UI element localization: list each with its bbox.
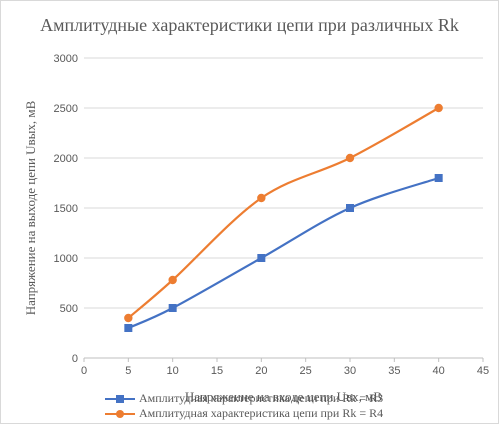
gridlines	[84, 57, 483, 309]
series-markers	[124, 103, 443, 332]
data-point-s1-20	[257, 254, 266, 262]
data-point-s1-30	[346, 204, 354, 212]
x-axis-label: Напряжение на входе цепи Uвх, мВ	[185, 389, 382, 404]
data-point-s2-5	[124, 313, 133, 323]
data-point-s1-5	[124, 324, 133, 332]
legend-item-r4: Амплитудная характеристика цепи при Rk =…	[105, 406, 383, 421]
x-tick-5: 5	[125, 365, 131, 377]
x-tick-15: 15	[211, 365, 223, 377]
y-tick-0: 0	[72, 353, 78, 365]
y-tick-1500: 1500	[54, 203, 78, 215]
data-point-s1-10	[168, 304, 177, 312]
legend-item-r3: Амплитудная характеристика цепи при Rk =…	[105, 391, 383, 406]
data-point-s2-40	[434, 103, 443, 113]
legend-label-r4: Амплитудная характеристика цепи при Rk =…	[139, 406, 384, 420]
y-tick-2000: 2000	[54, 153, 78, 165]
x-tick-25: 25	[300, 365, 312, 377]
x-tick-10: 10	[167, 365, 179, 377]
data-point-s2-30	[345, 153, 355, 163]
x-tick-20: 20	[255, 365, 267, 377]
series-lines	[127, 107, 440, 330]
legend-swatch-r4	[105, 409, 135, 419]
legend: Амплитудная характеристика цепи при Rk =…	[105, 391, 383, 421]
y-tick-labels: 0 500 1000 1500 2000 2500 3000	[54, 53, 78, 365]
x-tick-40: 40	[433, 365, 445, 377]
data-point-s2-20	[257, 193, 266, 203]
x-tick-35: 35	[388, 365, 400, 377]
y-tick-2500: 2500	[54, 103, 78, 115]
x-tick-45: 45	[477, 365, 489, 377]
y-tick-3000: 3000	[54, 53, 78, 65]
axes	[83, 357, 484, 362]
x-tick-0: 0	[81, 365, 87, 377]
legend-label-r3: Амплитудная характеристика цепи при Rk =…	[139, 391, 384, 405]
chart-title: Амплитудные характеристики цепи при разл…	[40, 15, 459, 35]
series-line-2	[127, 107, 440, 319]
y-axis-label: Напряжение на выходе цепи Uвых, мВ	[23, 100, 38, 315]
x-tick-labels: 0 5 10 15 20 25 30 35 40 45	[81, 365, 489, 377]
x-tick-30: 30	[344, 365, 356, 377]
data-point-s2-10	[168, 275, 177, 285]
legend-swatch-r3	[105, 394, 135, 404]
y-tick-500: 500	[60, 303, 78, 315]
data-point-s1-40	[434, 174, 443, 182]
y-tick-1000: 1000	[54, 253, 78, 265]
